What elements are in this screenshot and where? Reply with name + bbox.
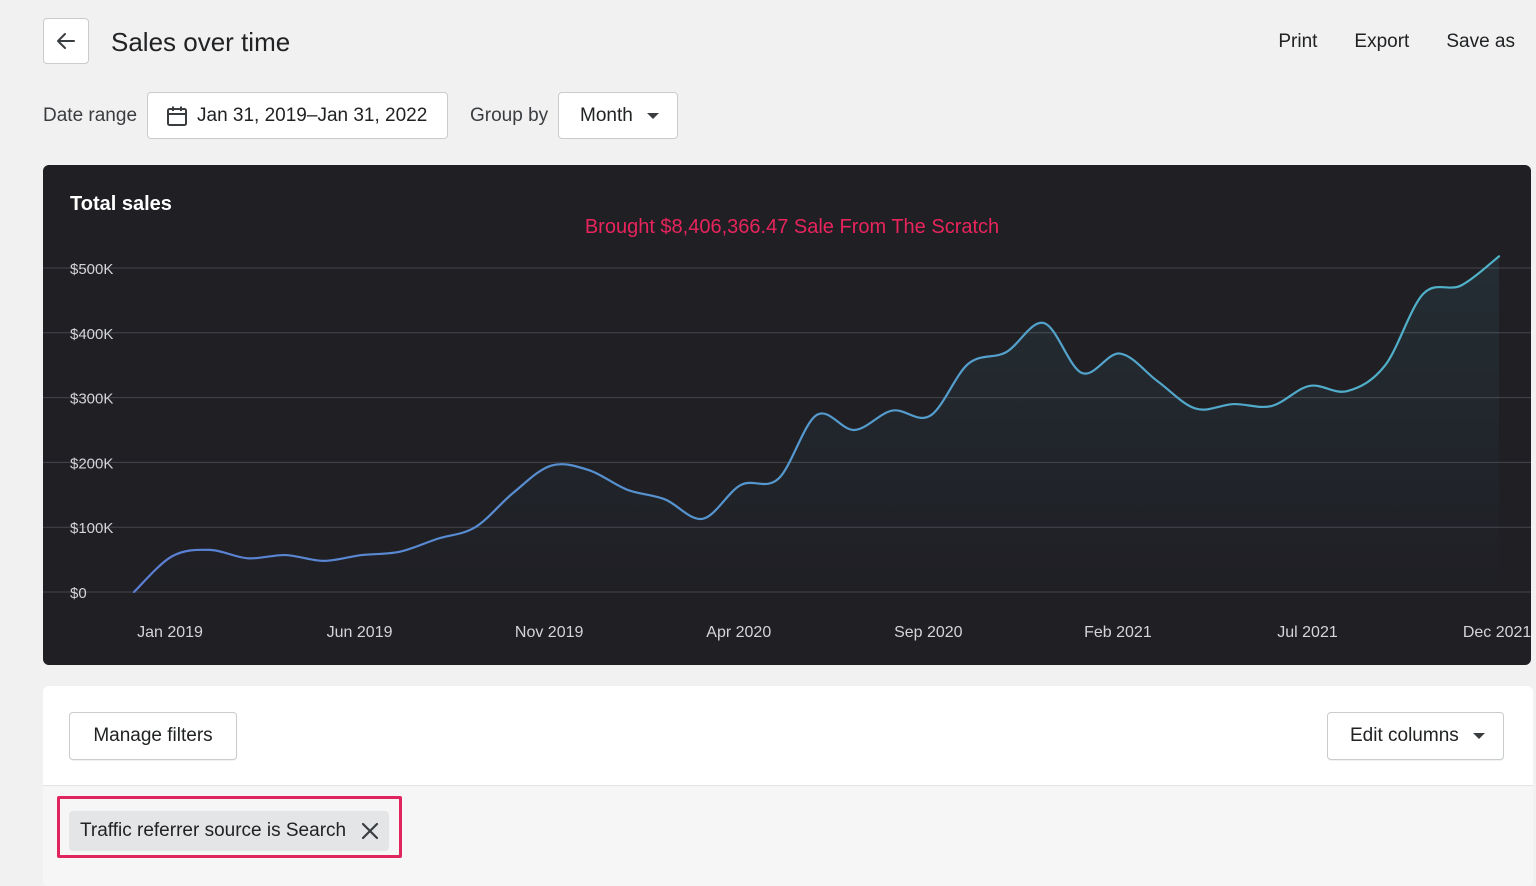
data-point: [625, 488, 629, 492]
data-point: [701, 517, 705, 521]
divider: [43, 785, 1533, 786]
save-as-button[interactable]: Save as: [1446, 31, 1515, 52]
data-point: [473, 525, 477, 529]
data-point: [284, 553, 288, 557]
sales-chart: Total sales Brought $8,406,366.47 Sale F…: [43, 165, 1531, 665]
data-point: [1194, 407, 1198, 411]
back-button[interactable]: [43, 18, 89, 64]
filter-tag-label: Traffic referrer source is Search: [80, 820, 347, 841]
data-point: [815, 413, 819, 417]
data-point: [1307, 384, 1311, 388]
group-by-value: Month: [580, 104, 633, 126]
data-point: [928, 414, 932, 418]
chart-title: Total sales: [70, 193, 172, 215]
edit-columns-button[interactable]: Edit columns: [1327, 712, 1504, 760]
manage-filters-label: Manage filters: [93, 725, 213, 746]
data-point: [1080, 371, 1084, 375]
page-title: Sales over time: [111, 27, 291, 57]
y-tick-label: $500K: [70, 261, 113, 278]
chart-canvas: $0 $100K $200K $300K $400K $500K Jan 2019 Jun 2…: [43, 254, 1531, 641]
highlight-box: [57, 796, 402, 858]
x-tick-label: Jan 2019: [137, 624, 203, 641]
x-tick-label: Sep 2020: [894, 624, 963, 641]
data-point: [1497, 254, 1501, 258]
arrow-left-icon: [57, 33, 75, 49]
group-by-select[interactable]: Month: [558, 92, 678, 139]
data-point: [322, 559, 326, 563]
y-tick-label: $0: [70, 585, 87, 602]
series-line: [132, 255, 1501, 594]
data-point: [739, 483, 743, 487]
data-point: [246, 556, 250, 560]
data-point: [132, 590, 136, 594]
data-point: [1042, 321, 1046, 325]
x-tick-label: Jul 2021: [1277, 624, 1338, 641]
close-icon[interactable]: [360, 821, 380, 841]
data-point: [170, 554, 174, 558]
data-point: [1345, 389, 1349, 393]
data-point: [966, 362, 970, 366]
calendar-icon: [167, 106, 187, 126]
data-point: [208, 548, 212, 552]
export-button[interactable]: Export: [1354, 31, 1410, 52]
x-tick-label: Jun 2019: [327, 624, 393, 641]
data-point: [663, 497, 667, 501]
data-point: [890, 409, 894, 413]
filter-tag: Traffic referrer source is Search: [69, 811, 389, 851]
y-tick-label: $100K: [70, 520, 113, 537]
caret-down-icon: [646, 112, 659, 119]
data-point: [549, 464, 553, 468]
y-tick-label: $300K: [70, 391, 113, 408]
chart-annotation: Brought $8,406,366.47 Sale From The Scra…: [584, 216, 1000, 238]
series-area: [134, 256, 1499, 592]
data-point: [360, 553, 364, 557]
group-by-label: Group by: [470, 105, 549, 126]
x-tick-label: Dec 2021: [1463, 624, 1531, 641]
manage-filters-button[interactable]: Manage filters: [69, 712, 237, 760]
print-button[interactable]: Print: [1278, 31, 1318, 52]
data-point: [1156, 379, 1160, 383]
data-point: [587, 468, 591, 472]
data-point: [1383, 363, 1387, 367]
y-tick-label: $200K: [70, 455, 113, 472]
data-point: [1270, 404, 1274, 408]
data-point: [777, 477, 781, 481]
data-point: [511, 491, 515, 495]
edit-columns-label: Edit columns: [1350, 725, 1459, 746]
data-point: [397, 550, 401, 554]
date-range-picker[interactable]: Jan 31, 2019–Jan 31, 2022: [147, 92, 448, 139]
data-point: [1004, 350, 1008, 354]
data-point: [852, 428, 856, 432]
data-point: [1118, 352, 1122, 356]
date-range-label: Date range: [43, 105, 138, 126]
x-tick-label: Nov 2019: [515, 624, 584, 641]
header-actions: Print Export Save as: [1278, 30, 1515, 54]
data-point: [1232, 402, 1236, 406]
data-point: [1421, 292, 1425, 296]
y-tick-label: $400K: [70, 326, 113, 343]
data-point: [1459, 283, 1463, 287]
caret-down-icon: [1472, 733, 1485, 739]
x-tick-label: Feb 2021: [1084, 624, 1152, 641]
data-point: [435, 537, 439, 541]
date-range-value: Jan 31, 2019–Jan 31, 2022: [197, 104, 428, 126]
x-tick-label: Apr 2020: [706, 624, 771, 641]
